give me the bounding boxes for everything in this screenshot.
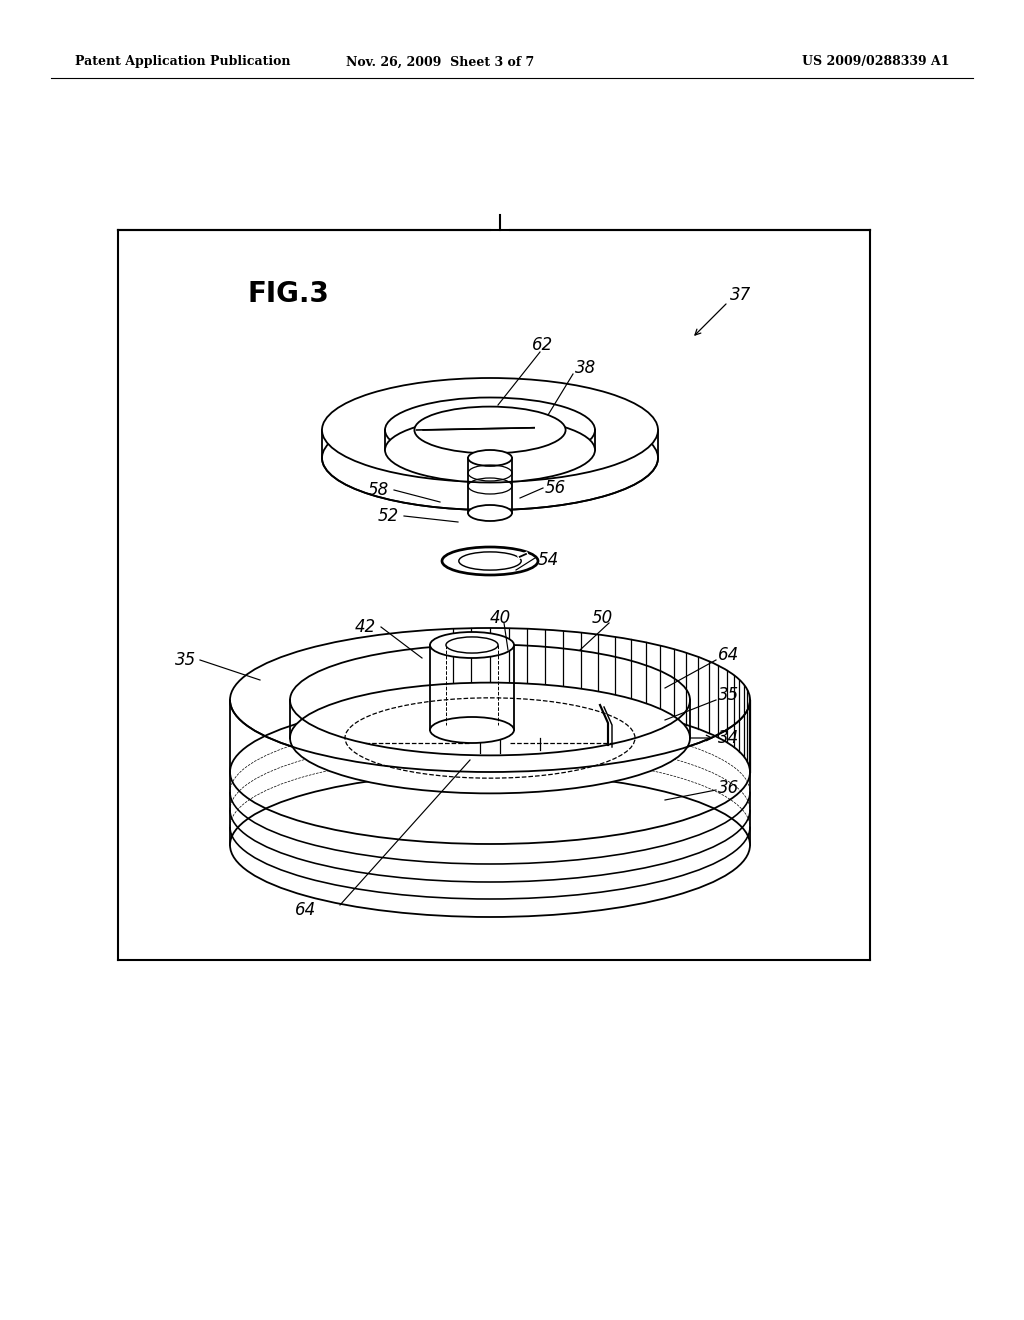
Ellipse shape [459, 552, 521, 570]
Text: 40: 40 [490, 609, 511, 627]
Text: 54: 54 [538, 550, 559, 569]
Text: 50: 50 [592, 609, 613, 627]
Text: Nov. 26, 2009  Sheet 3 of 7: Nov. 26, 2009 Sheet 3 of 7 [346, 55, 535, 69]
Ellipse shape [230, 774, 750, 917]
Text: 56: 56 [545, 479, 566, 498]
Ellipse shape [442, 546, 538, 576]
Text: 42: 42 [355, 618, 376, 636]
Text: Patent Application Publication: Patent Application Publication [75, 55, 291, 69]
Ellipse shape [322, 378, 658, 482]
Text: 58: 58 [368, 480, 389, 499]
Ellipse shape [385, 397, 595, 462]
Text: US 2009/0288339 A1: US 2009/0288339 A1 [803, 55, 950, 69]
Text: 44: 44 [472, 723, 494, 742]
Text: 35: 35 [718, 686, 739, 704]
Ellipse shape [468, 506, 512, 521]
Text: 52: 52 [378, 507, 399, 525]
Ellipse shape [430, 717, 514, 743]
Text: FIG.3: FIG.3 [248, 280, 330, 308]
Text: 34: 34 [718, 729, 739, 747]
Text: 64: 64 [295, 902, 316, 919]
Text: 64: 64 [718, 645, 739, 664]
Ellipse shape [385, 417, 595, 483]
Text: 35: 35 [175, 651, 197, 669]
Ellipse shape [468, 450, 512, 466]
Text: 37: 37 [730, 286, 752, 304]
Ellipse shape [415, 407, 565, 453]
Ellipse shape [290, 682, 690, 793]
Text: 62: 62 [532, 337, 553, 354]
Ellipse shape [230, 628, 750, 772]
Text: 38: 38 [575, 359, 596, 378]
Ellipse shape [430, 632, 514, 657]
Ellipse shape [446, 638, 498, 653]
Text: 36: 36 [718, 779, 739, 797]
